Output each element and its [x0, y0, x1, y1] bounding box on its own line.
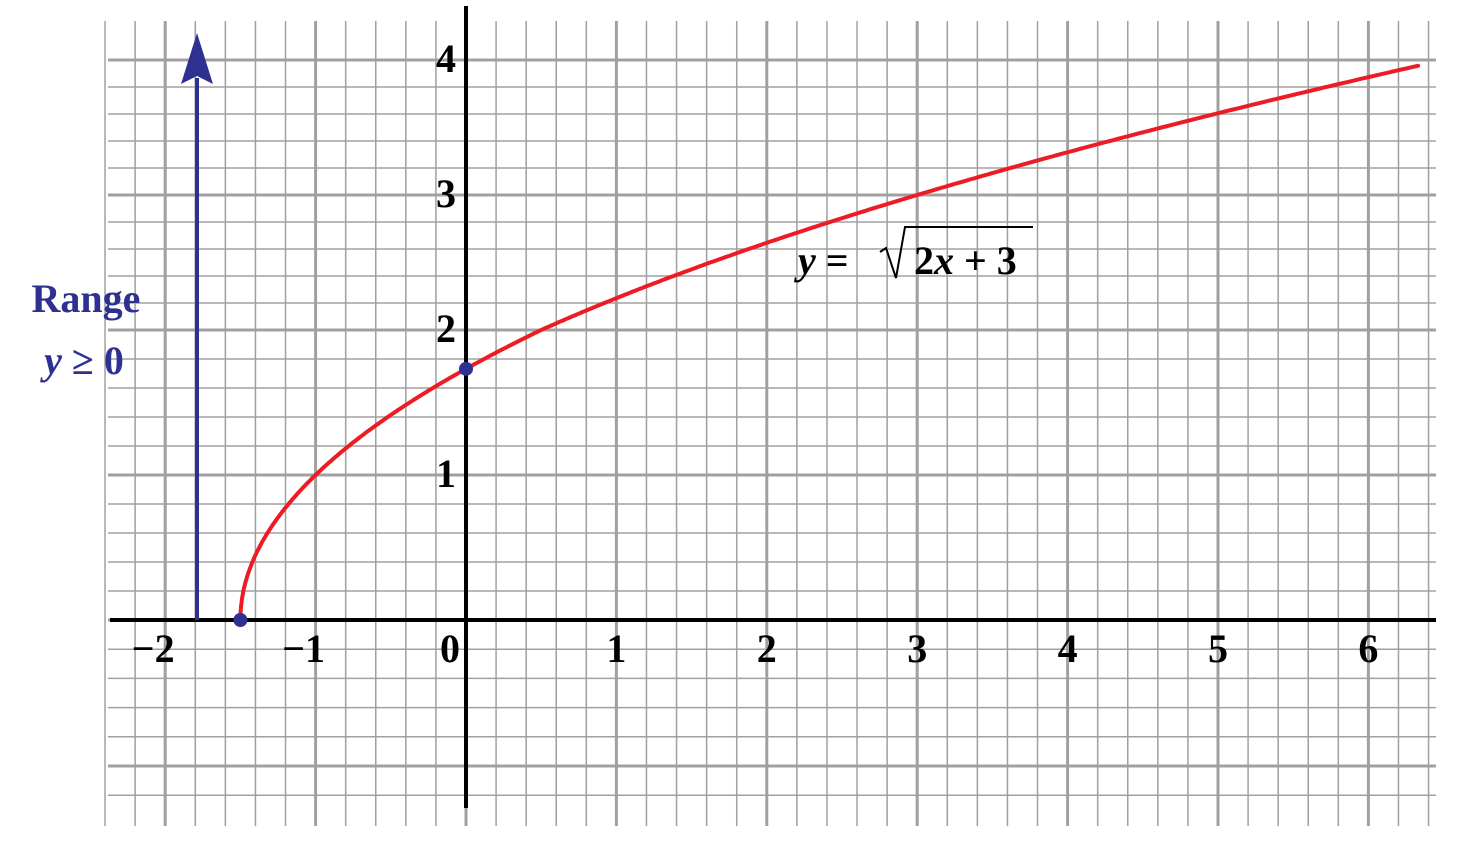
- eq-x: x: [933, 238, 954, 283]
- x-tick-label: 3: [907, 626, 927, 671]
- arrow-head-icon: [181, 33, 213, 84]
- key-points: [233, 361, 473, 627]
- x-tick-labels: −2 −1 0 1 2 3 4 5 6: [132, 626, 1379, 671]
- grid-minor-lines: [104, 21, 1436, 826]
- y-tick-label: 4: [436, 36, 456, 81]
- x-tick-label: −2: [132, 626, 175, 671]
- y-tick-label: 2: [436, 306, 456, 351]
- key-point-marker: [233, 613, 248, 627]
- equation-lhs: y =: [794, 238, 849, 283]
- equation-radicand: 2x + 3: [914, 238, 1017, 283]
- range-condition: y ≥ 0: [40, 338, 124, 383]
- range-arrow: [181, 33, 213, 620]
- range-title: Range: [32, 276, 141, 321]
- key-point-marker: [459, 361, 473, 376]
- y-tick-label: 3: [436, 171, 456, 216]
- eq-2: 2: [914, 238, 934, 283]
- function-curve: [238, 63, 1420, 622]
- eq-equals: =: [816, 238, 849, 283]
- range-rest: ≥ 0: [62, 338, 124, 383]
- y-tick-labels: 1 2 3 4: [436, 36, 456, 496]
- y-tick-label: 1: [436, 451, 456, 496]
- range-var: y: [40, 338, 62, 383]
- x-tick-label: 1: [606, 626, 626, 671]
- x-tick-label: 2: [757, 626, 777, 671]
- x-tick-label: 6: [1358, 626, 1378, 671]
- x-tick-label: 4: [1058, 626, 1078, 671]
- x-tick-label: 5: [1208, 626, 1228, 671]
- sqrt-radical-icon: [879, 226, 1033, 279]
- equation-label: y = 2x + 3: [794, 226, 1033, 283]
- eq-plus3: + 3: [954, 238, 1017, 283]
- x-tick-label: −1: [282, 626, 325, 671]
- eq-y: y: [794, 238, 816, 283]
- x-tick-label: 0: [440, 626, 460, 671]
